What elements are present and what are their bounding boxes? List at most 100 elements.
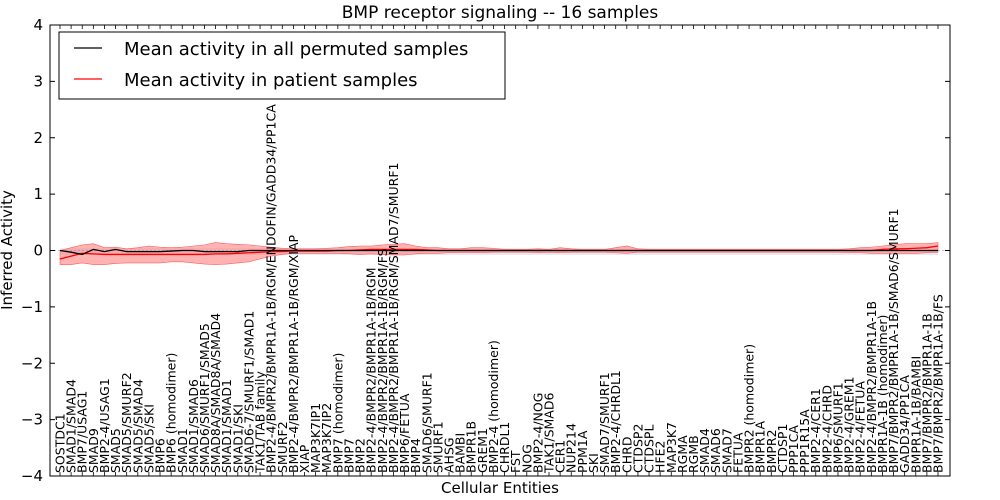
entity-label: BMP7	[341, 438, 356, 473]
entity-label: BMPR1A	[753, 420, 768, 473]
entity-label: CHRDL1	[497, 422, 512, 473]
entity-label: BMP2	[353, 438, 368, 473]
entity-label: BMP2-4/USAG1	[97, 378, 112, 473]
entity-label: CHRD	[619, 437, 634, 473]
legend-label-permuted: Mean activity in all permuted samples	[124, 39, 468, 60]
entity-label: HFE2	[653, 441, 668, 473]
permuted-series-line	[59, 248, 938, 256]
y-tick-label: −2	[21, 354, 43, 372]
entity-label: SMAD1/SKI	[230, 404, 245, 473]
entity-label: BMP7/BMPR2/BMPR1A-1B	[919, 313, 934, 473]
entity-label: SMAD9	[86, 428, 101, 473]
entity-label: SMAD5/SMURF2	[119, 372, 134, 473]
entity-label: GADD34/PP1CA	[897, 375, 912, 473]
entity-label: BMP2-4/BMPR2/BMPR1A-1B/RGM/FS	[375, 248, 390, 473]
entity-label: SMAD1/SMAD1	[219, 379, 234, 473]
entity-label: CTDSP2	[630, 424, 645, 473]
entity-label: BMPR1A-1B (homodimer)	[875, 315, 890, 473]
entity-label: RGMB	[686, 435, 701, 473]
legend: Mean activity in all permuted samples Me…	[58, 31, 506, 100]
y-axis-label: Inferred Activity	[0, 190, 16, 310]
legend-box	[58, 31, 506, 100]
entity-label: XIAP	[297, 444, 312, 473]
entity-label: BMPR2 (homodimer)	[742, 344, 757, 473]
entity-label: BAMBI	[453, 433, 468, 473]
plot-area	[50, 242, 950, 265]
entity-label: MAP3K7IP2	[319, 403, 334, 473]
legend-label-patient: Mean activity in patient samples	[124, 70, 418, 91]
x-axis-entity-labels: SOSTDC1SMAD1/SMAD4BMP7/USAG1SMAD9BMP2-4/…	[53, 25, 946, 476]
entity-label: SMAD8A/SMAD8A/SMAD4	[208, 313, 223, 473]
entity-label: PPP1R15A	[797, 409, 812, 473]
entity-label: RGMA	[675, 435, 690, 473]
entity-label: SMAD6	[708, 428, 723, 473]
entity-label: SMAD5/SKI	[141, 404, 156, 473]
y-tick-label: 2	[33, 129, 43, 147]
entity-label: SMAD5	[108, 428, 123, 473]
entity-label: BMP4	[408, 438, 423, 473]
entity-label: BMP6	[153, 438, 168, 473]
entity-label: BMP2-4/FETUA	[853, 381, 868, 473]
y-tick-label: −3	[21, 411, 43, 429]
entity-label: TAK1/SMAD6	[542, 393, 557, 474]
entity-label: SMAD5/SMAD4	[130, 379, 145, 473]
entity-label: BMP6 (homodimer)	[164, 353, 179, 473]
entity-label: FST	[508, 450, 523, 473]
entity-label: NUP214	[564, 423, 579, 473]
entity-label: BMP2-4/BMPR2/BMPR1A-1B/RGM/SMAD7/SMURF1	[386, 163, 401, 473]
y-tick-label: −4	[21, 467, 43, 485]
entity-label: BMP2-4/GREM1	[842, 376, 857, 473]
entity-label: TAK1/TAB family	[253, 370, 268, 474]
entity-label: BMP2-4/CER1	[808, 388, 823, 473]
entity-label: FETUA	[730, 432, 745, 473]
entity-label: BMPR1A-1B/BAMBI	[908, 356, 923, 473]
entity-label: BMP7/BMPR2/BMPR1A-1B/SMAD6/SMURF1	[886, 208, 901, 473]
entity-label: SMAD1	[175, 428, 190, 473]
entity-label: SMAD6/SMURF1	[419, 372, 434, 473]
y-axis: 4 3 2 1 0 −1 −2 −3 −4	[21, 16, 950, 485]
entity-label: NOG	[519, 444, 534, 473]
chart-title: BMP receptor signaling -- 16 samples	[342, 3, 659, 23]
entity-label: PPM1A	[575, 430, 590, 473]
entity-label: SMAD1/SMAD6	[186, 379, 201, 473]
entity-label: AHSG	[441, 437, 456, 473]
entity-label: GREM1	[475, 428, 490, 473]
entity-label: BMP2-4/BMPR2/BMPR1A-1B/RGM/XIAP	[286, 234, 301, 473]
entity-label: BMPR2	[764, 429, 779, 473]
entity-label: BMP7 (homodimer)	[330, 353, 345, 473]
entity-label: SMAD1/SMAD4	[64, 379, 79, 473]
y-tick-label: 4	[33, 16, 43, 34]
entity-label: SOSTDC1	[53, 413, 68, 473]
entity-label: CTDSPL	[642, 425, 657, 473]
entity-label: SMAD6-7/SMURF1/SMAD1	[241, 311, 256, 473]
entity-label: CER1	[553, 440, 568, 473]
entity-label: BMP2-4/CHRD	[819, 385, 834, 473]
entity-label: SMAD7	[719, 428, 734, 473]
entity-label: BMP2-4/BMPR2/BMPR1A-1B/RGM	[364, 268, 379, 474]
entity-label: BMPR1B	[464, 421, 479, 473]
entity-label: SMAD7/SMURF1	[597, 372, 612, 473]
entity-label: CTDSP1	[775, 424, 790, 473]
entity-label: BMP2-4/BMPR2/BMPR1A-1B	[864, 301, 879, 473]
entity-label: BMP2-4/BMPR2/BMPR1A-1B/RGM/ENDOFIN/GADD3…	[264, 104, 279, 473]
y-tick-label: 3	[33, 72, 43, 90]
entity-label: SMAD4	[697, 428, 712, 473]
entity-label: BMP2-4/CHRDL1	[608, 370, 623, 473]
entity-label: SMURF2	[275, 421, 290, 473]
entity-label: PPP1CA	[786, 425, 801, 473]
entity-label: BMP7/BMPR2/BMPR1A-1B/FS	[931, 294, 946, 473]
entity-label: BMP2-4 (homodimer)	[486, 340, 501, 473]
plot-frame	[49, 24, 951, 477]
y-tick-label: 1	[33, 185, 43, 203]
y-tick-label: 0	[33, 242, 43, 260]
patient-activity-band	[59, 242, 939, 265]
entity-label: BMP6/FETUA	[397, 393, 412, 473]
entity-label: SMURF1	[430, 421, 445, 473]
entity-label: SMAD6/SMURF1/SMAD5	[197, 323, 212, 473]
entity-label: BMP7/USAG1	[75, 391, 90, 473]
entity-label: SKI	[586, 453, 601, 473]
y-tick-label: −1	[21, 298, 43, 316]
x-axis-label: Cellular Entities	[441, 479, 559, 497]
entity-label: BMP2-4/NOG	[530, 393, 545, 473]
